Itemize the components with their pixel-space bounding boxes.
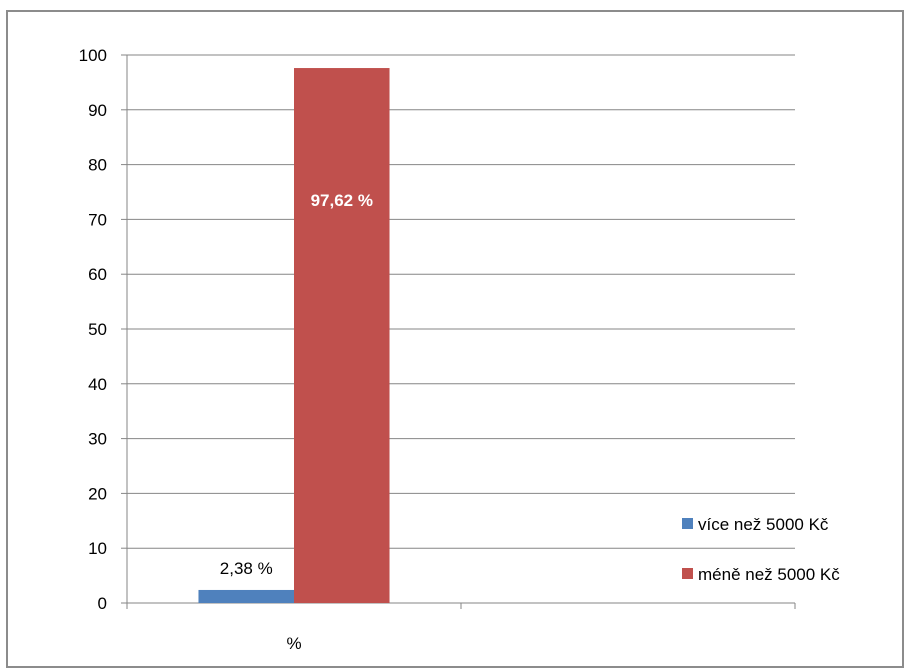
y-tick-label: 50 bbox=[88, 320, 107, 339]
y-tick-label: 90 bbox=[88, 101, 107, 120]
y-tick-label: 20 bbox=[88, 484, 107, 503]
legend-label: více než 5000 Kč bbox=[698, 515, 829, 534]
bar bbox=[294, 68, 390, 603]
gridlines bbox=[127, 54, 795, 549]
y-tick-label: 100 bbox=[79, 46, 107, 65]
y-tick-label: 10 bbox=[88, 539, 107, 558]
y-tick-label: 30 bbox=[88, 430, 107, 449]
y-tick-label: 0 bbox=[98, 594, 107, 613]
axes bbox=[121, 54, 796, 609]
x-category-label: % bbox=[286, 634, 301, 653]
legend-swatch bbox=[682, 568, 693, 579]
data-label: 2,38 % bbox=[220, 559, 273, 578]
data-label: 97,62 % bbox=[311, 191, 373, 210]
bar bbox=[198, 589, 294, 603]
chart-frame bbox=[6, 10, 904, 668]
legend: více než 5000 Kč méně než 5000 Kč bbox=[682, 515, 840, 584]
y-tick-label: 60 bbox=[88, 265, 107, 284]
y-axis-ticks: 0 10 20 30 40 50 60 70 80 90 100 bbox=[79, 46, 107, 613]
legend-label: méně než 5000 Kč bbox=[698, 565, 840, 584]
data-labels: 2,38 % 97,62 % bbox=[220, 191, 373, 578]
legend-swatch bbox=[682, 518, 693, 529]
bars bbox=[198, 68, 390, 603]
y-tick-label: 80 bbox=[88, 156, 107, 175]
y-tick-label: 40 bbox=[88, 375, 107, 394]
x-axis-categories: % bbox=[286, 634, 301, 653]
y-tick-label: 70 bbox=[88, 210, 107, 229]
